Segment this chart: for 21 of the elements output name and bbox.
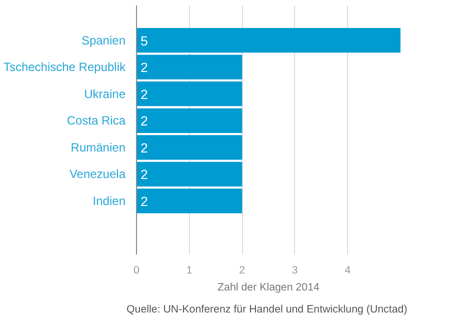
y-tick-label: Indien [92, 194, 126, 208]
y-tick-label: Ukraine [84, 86, 126, 101]
x-tick-label: 2 [239, 264, 246, 276]
x-tick-label: 3 [292, 264, 298, 276]
x-tick-label: 1 [186, 264, 192, 276]
x-axis-title: Zahl der Klagen 2014 [218, 282, 320, 294]
x-tick-label: 0 [134, 264, 140, 276]
data-label: 2 [140, 60, 148, 76]
data-label: 5 [140, 33, 148, 48]
data-label: 2 [140, 194, 148, 209]
data-label: 2 [140, 86, 148, 102]
y-tick-label: Venezuela [69, 167, 126, 182]
source-note: Quelle: UN-Konferenz für Handel und Entwicklung (Unctad) [126, 304, 408, 316]
data-label: 2 [140, 140, 148, 156]
y-tick-label: Spanien [81, 33, 126, 48]
data-label: 2 [140, 114, 148, 129]
x-tick-label: 4 [344, 264, 351, 276]
y-tick-label: Costa Rica [66, 114, 126, 128]
data-label: 2 [140, 167, 148, 182]
y-tick-label: Tschechische Republik [3, 60, 126, 74]
y-tick-label: Rumänien [70, 140, 126, 154]
